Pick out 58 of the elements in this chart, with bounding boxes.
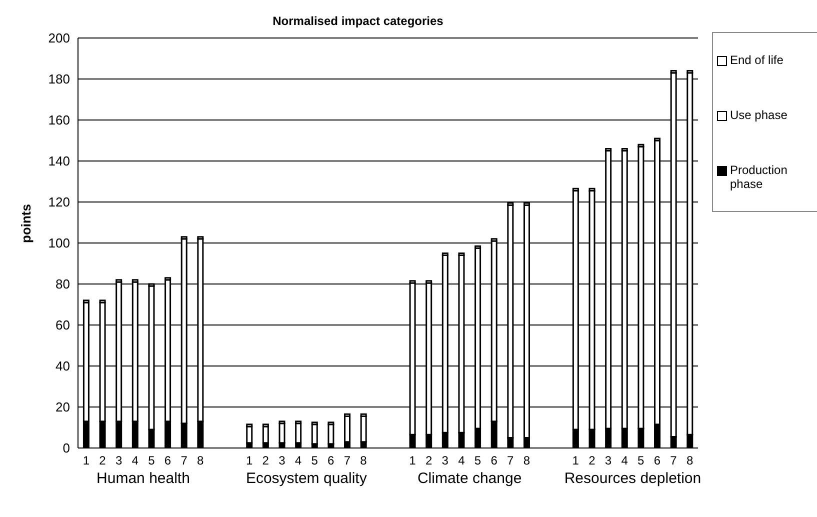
x-tick-label: 8 <box>686 454 694 468</box>
x-tick-label: 4 <box>621 454 628 468</box>
x-tick-label: 8 <box>197 454 204 468</box>
chart-title: Normalised impact categories <box>272 14 444 28</box>
x-tick-label: 1 <box>82 454 90 468</box>
bar <box>246 426 253 444</box>
x-tick-label: 7 <box>344 454 351 468</box>
bar <box>278 422 286 444</box>
legend-label: Use phase <box>730 108 788 122</box>
y-tick-label: 180 <box>48 72 70 87</box>
x-tick-label: 6 <box>490 454 498 468</box>
y-tick-label: 120 <box>48 194 70 210</box>
x-tick-label: 7 <box>670 454 678 468</box>
x-tick-label: 5 <box>474 454 482 468</box>
x-tick-label: 6 <box>328 454 335 468</box>
text: Climate change <box>417 470 522 487</box>
y-tick-label: 140 <box>48 154 70 169</box>
bar <box>328 424 334 445</box>
x-tick-label: 3 <box>115 454 122 468</box>
x-tick-label: 3 <box>278 454 286 468</box>
x-tick-label: 5 <box>311 454 318 468</box>
x-tick-label: 2 <box>262 454 270 468</box>
x-tick-label: 2 <box>425 454 432 468</box>
bar <box>262 426 269 444</box>
x-tick-label: 6 <box>654 454 661 468</box>
x-tick-label: 8 <box>523 454 530 468</box>
x-tick-label: 4 <box>458 454 466 468</box>
y-tick-label: 0 <box>62 440 70 456</box>
x-tick-label: 3 <box>442 454 449 468</box>
text: Human health <box>96 470 191 487</box>
y-tick-label: 100 <box>48 236 70 251</box>
text: Resources depletion <box>563 470 702 487</box>
x-tick-label: 1 <box>246 454 253 468</box>
x-tick-label: 5 <box>638 454 645 468</box>
y-tick-label: 200 <box>48 30 70 46</box>
x-tick-label: 1 <box>409 454 416 468</box>
x-tick-label: 7 <box>507 454 514 468</box>
x-tick-label: 8 <box>360 454 368 468</box>
y-tick-label: 160 <box>48 112 70 128</box>
x-tick-label: 5 <box>148 454 156 468</box>
y-tick-label: 60 <box>56 318 70 333</box>
x-tick-label: 4 <box>294 454 302 468</box>
x-tick-label: 7 <box>180 454 188 468</box>
x-tick-label: 2 <box>588 454 596 468</box>
legend-label: Production phase <box>730 162 788 191</box>
text: Ecosystem quality <box>244 470 368 487</box>
x-tick-label: 3 <box>604 454 612 468</box>
legend-label: End of life <box>730 53 784 68</box>
x-tick-label: 1 <box>572 454 580 468</box>
x-tick-label: 2 <box>99 454 106 468</box>
y-axis-title: points <box>18 204 34 243</box>
y-tick-label: 20 <box>56 400 70 415</box>
y-tick-label: 40 <box>56 358 70 374</box>
x-tick-label: 4 <box>132 454 139 468</box>
x-tick-label: 6 <box>164 454 172 468</box>
bar <box>311 424 318 445</box>
y-tick-label: 80 <box>56 276 70 292</box>
bar <box>295 422 302 444</box>
